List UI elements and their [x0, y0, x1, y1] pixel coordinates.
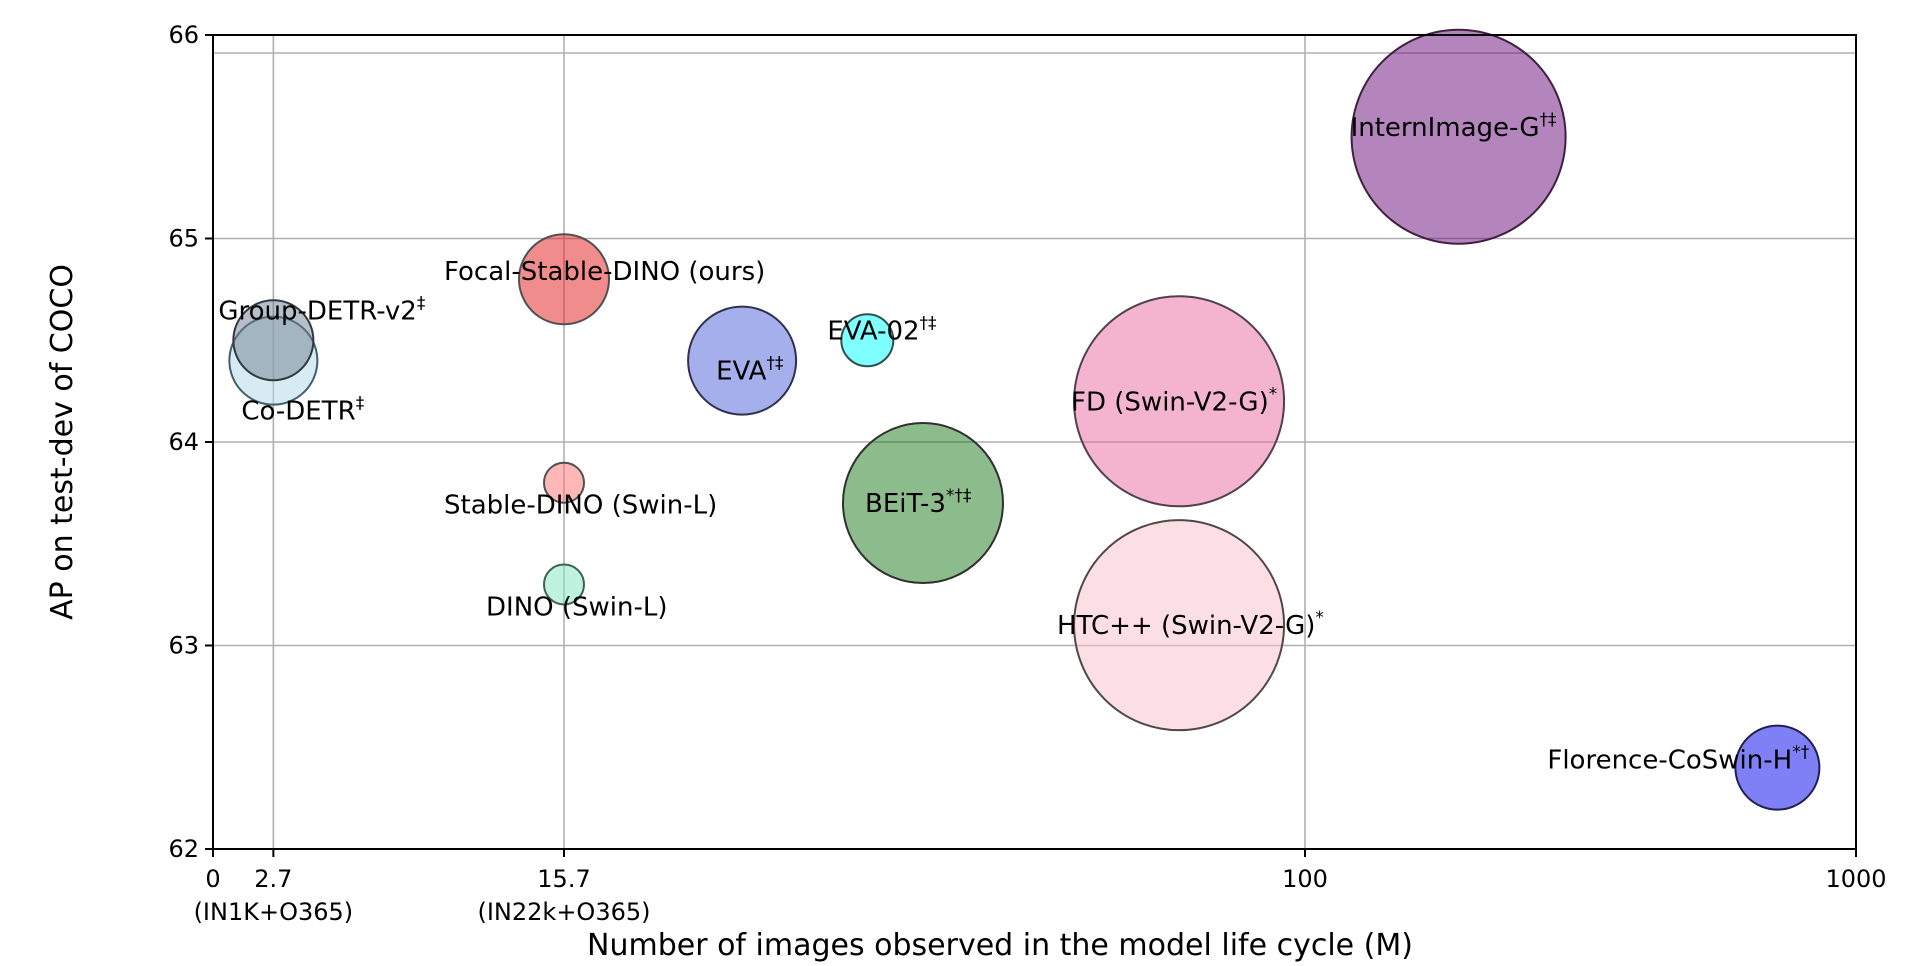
bubble-label: EVA†‡	[716, 354, 784, 387]
bubble-group-detr-v2	[232, 299, 315, 382]
x-tick-label: 100	[1282, 865, 1328, 893]
bubble-label: FD (Swin-V2-G)*	[1071, 384, 1277, 417]
bubble-beit-3	[841, 422, 1004, 585]
bubble-internimage-g	[1350, 28, 1567, 245]
y-tick-label: 63	[168, 632, 199, 660]
y-tick-label: 66	[168, 21, 199, 49]
bubble-labels: Co-DETR‡ Group-DETR-v2‡ Focal-Stable-DINO …	[218, 110, 1809, 776]
bubble-label: Co-DETR‡	[241, 394, 364, 427]
bubble-htc-swin-v2-g	[1073, 519, 1286, 732]
x-axis-title: Number of images observed in the model l…	[587, 928, 1413, 963]
bubble-focal-stable-dino-ours	[518, 233, 610, 326]
bubble-label: EVA-02†‡	[827, 313, 937, 346]
bubbles	[228, 28, 1821, 811]
bubble-label: InternImage-G†‡	[1351, 110, 1557, 143]
bubble-label: HTC++ (Swin-V2-G)*	[1057, 608, 1324, 641]
x-tick-sublabel: (IN1K+O365)	[194, 898, 354, 926]
y-tick-label: 62	[168, 835, 199, 863]
bubble-label: Group-DETR-v2‡	[218, 293, 425, 326]
bubble-label: Stable-DINO (Swin-L)	[444, 491, 717, 521]
bubble-fd-swin-v2-g	[1073, 295, 1286, 508]
bubble-label: Florence-CoSwin-H*†	[1547, 743, 1809, 776]
bubble-eva-02	[840, 313, 895, 368]
y-axis-title: AP on test-dev of COCO	[45, 264, 80, 620]
x-tick-label: 15.7	[537, 865, 590, 893]
bubble-label: Focal-Stable-DINO (ours)	[444, 257, 765, 287]
y-tick-label: 65	[168, 225, 199, 253]
x-tick-label: 2.7	[254, 865, 292, 893]
bubble-eva	[687, 305, 798, 416]
grid-lines	[213, 35, 1856, 849]
bubble-label: BEiT-3*†‡	[865, 486, 972, 519]
bubble-stable-dino-swin-l	[543, 461, 585, 504]
x-tick-sublabel: (IN22k+O365)	[477, 898, 650, 926]
bubble-dino-swin-l	[543, 563, 585, 606]
bubble-florence-coswin-h	[1734, 724, 1821, 811]
x-tick-label: 1000	[1825, 865, 1886, 893]
x-tick-label: 0	[205, 865, 220, 893]
axis-ticks: 62 63 64 65 66 0 2.7 (IN1K+O365) 15.7 (IN22k+O365…	[168, 21, 1886, 926]
y-tick-label: 64	[168, 428, 199, 456]
bubble-label: DINO (Swin-L)	[486, 592, 668, 622]
